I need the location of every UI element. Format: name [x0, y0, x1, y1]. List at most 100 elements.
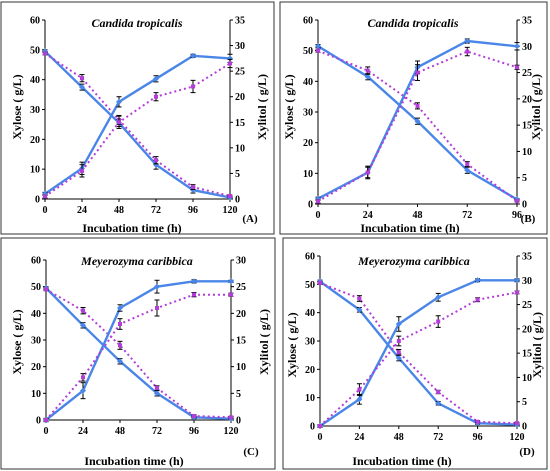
- data-point: [43, 194, 47, 199]
- data-point: [79, 84, 85, 91]
- y-left-tick-label: 30: [30, 105, 40, 116]
- data-point: [475, 297, 480, 302]
- y-axis-right-label: Xylitol ( g/L): [529, 74, 543, 140]
- data-point: [191, 185, 195, 190]
- x-tick-label: 48: [114, 205, 124, 216]
- xylitol-series-dotted-line: [319, 291, 518, 427]
- panel-title: Meyerozyma caribbica: [80, 254, 193, 268]
- data-point: [465, 49, 470, 54]
- y-right-tick-label: 25: [522, 68, 532, 79]
- y-right-tick-label: 5: [522, 173, 527, 184]
- y-left-tick-label: 40: [303, 77, 313, 88]
- y-left-tick-label: 10: [303, 169, 313, 180]
- data-point: [415, 70, 420, 75]
- y-left-tick-label: 60: [30, 16, 40, 27]
- xylitol-series-solid-line: [319, 279, 517, 427]
- data-point: [318, 280, 322, 285]
- y-axis-right-label: Xylitol ( g/L): [530, 312, 544, 378]
- data-point: [80, 387, 86, 394]
- y-right-tick-label: 35: [522, 16, 532, 27]
- x-tick-label: 72: [151, 205, 161, 216]
- panel-b: Candida tropicalis (B) Incubation time (…: [279, 1, 548, 235]
- y-left-tick-label: 0: [35, 195, 40, 206]
- data-point: [228, 61, 232, 66]
- x-tick-label: 0: [44, 426, 49, 437]
- y-right-tick-label: 25: [522, 300, 532, 311]
- y-left-tick-label: 60: [305, 252, 315, 263]
- x-tick-label: 0: [316, 210, 321, 221]
- y-left-tick-label: 0: [310, 422, 315, 433]
- data-point: [191, 278, 197, 285]
- data-point: [414, 118, 421, 125]
- data-point: [515, 290, 519, 295]
- x-tick-label: 24: [78, 426, 88, 437]
- y-right-tick-label: 35: [235, 16, 245, 27]
- data-point: [155, 306, 159, 310]
- x-tick-label: 0: [43, 205, 48, 216]
- data-point: [192, 292, 196, 297]
- panel-frame: [0, 1, 275, 235]
- data-point: [117, 120, 121, 125]
- y-right-tick-label: 30: [236, 256, 246, 267]
- data-point: [154, 283, 160, 290]
- y-right-tick-label: 5: [522, 397, 527, 408]
- data-point: [316, 199, 320, 204]
- x-axis-label: Incubation time (h): [352, 454, 451, 468]
- data-point: [514, 43, 520, 50]
- data-point: [436, 319, 441, 324]
- data-point: [474, 277, 481, 284]
- y-axis-right-label: Xylitol ( g/L): [257, 309, 271, 375]
- x-tick-label: 72: [462, 210, 472, 221]
- data-point: [395, 355, 402, 361]
- data-point: [118, 322, 122, 326]
- y-right-tick-label: 10: [522, 373, 532, 384]
- xylose-series-solid-line: [44, 50, 231, 199]
- data-point: [191, 84, 195, 89]
- x-tick-label: 48: [115, 426, 125, 437]
- data-point: [154, 158, 158, 163]
- x-axis-label: Incubation time (h): [84, 454, 183, 468]
- x-tick-label: 120: [224, 426, 239, 437]
- data-point: [365, 170, 370, 175]
- data-point: [396, 350, 401, 355]
- data-point: [357, 387, 362, 392]
- data-point: [154, 94, 158, 99]
- data-point: [465, 162, 470, 167]
- x-tick-label: 96: [512, 210, 522, 221]
- x-tick-label: 120: [510, 432, 525, 443]
- data-point: [464, 167, 471, 174]
- data-point: [475, 419, 480, 424]
- x-tick-label: 0: [318, 432, 323, 443]
- data-point: [80, 322, 86, 329]
- panel-title: Candida tropicalis: [367, 16, 458, 30]
- y-left-tick-label: 40: [31, 309, 41, 320]
- y-right-tick-label: 30: [522, 42, 532, 53]
- y-left-tick-label: 10: [31, 389, 41, 400]
- y-left-tick-label: 40: [30, 75, 40, 86]
- y-right-tick-label: 15: [235, 118, 245, 129]
- data-point: [80, 168, 84, 173]
- data-point: [229, 292, 233, 297]
- data-point: [514, 277, 520, 284]
- x-axis-label: Incubation time (h): [82, 221, 181, 235]
- data-point: [155, 386, 159, 390]
- y-left-tick-label: 50: [31, 282, 41, 293]
- x-tick-label: 72: [433, 432, 443, 443]
- data-point: [118, 343, 122, 348]
- data-point: [229, 415, 233, 420]
- data-point: [356, 306, 363, 313]
- xylose-series-dotted-line: [317, 49, 518, 202]
- panel-d: Meyerozyma caribbica (D) Incubation time…: [282, 237, 548, 470]
- plot-area: 0 10 20 30 40 50 60 0 5 10 15 20 25 30 35 0 24 48 72 96 120: [305, 252, 532, 444]
- y-right-tick-label: 20: [522, 94, 532, 105]
- data-point: [190, 52, 196, 59]
- data-point: [395, 321, 402, 327]
- data-point: [435, 400, 442, 407]
- y-axis-left-label: Xylose ( g/L): [282, 74, 296, 139]
- x-tick-label: 120: [223, 205, 238, 216]
- y-right-tick-label: 5: [236, 389, 241, 400]
- data-point: [81, 308, 85, 313]
- panel-frame: [0, 237, 276, 470]
- x-tick-label: 96: [473, 432, 483, 443]
